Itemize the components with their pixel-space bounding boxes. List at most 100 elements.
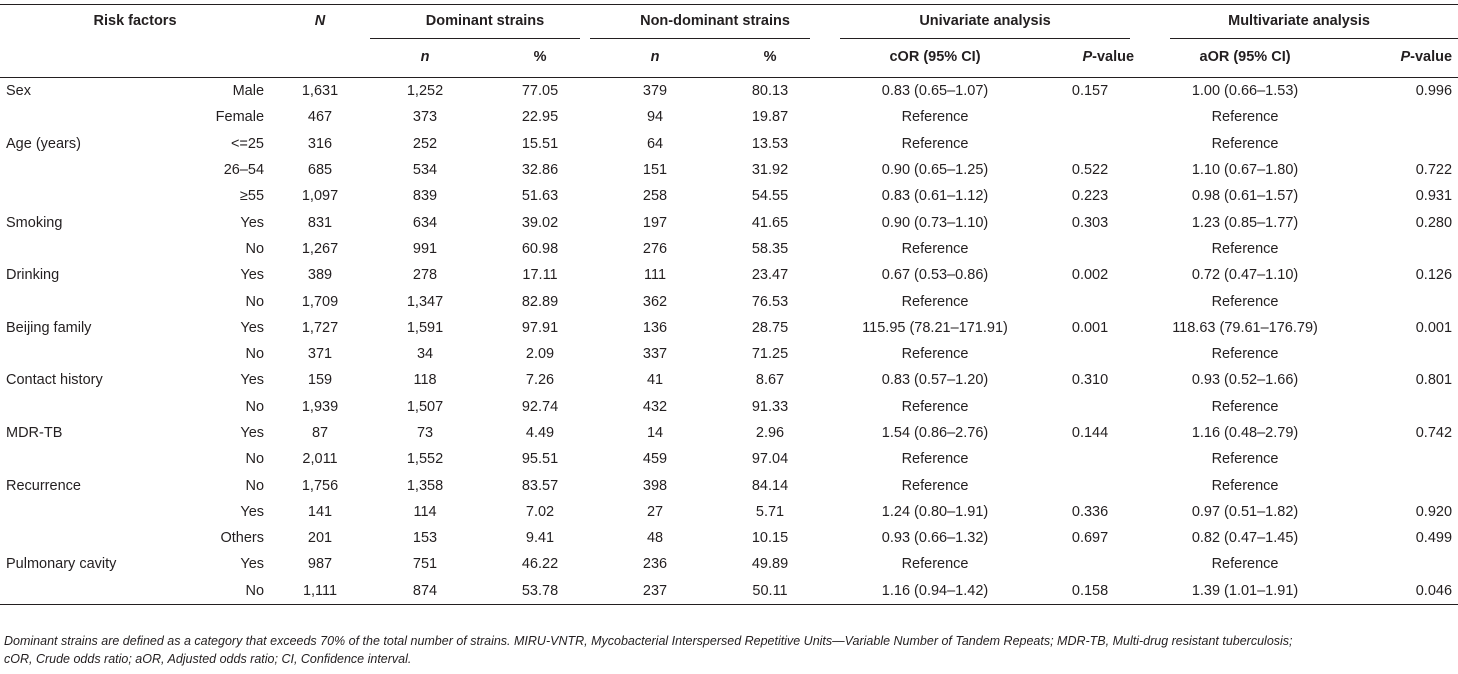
cell-level: <=25: [230, 135, 265, 152]
cell-aor-p: 0.046: [1350, 577, 1458, 605]
cell-non-n: 151: [642, 162, 668, 179]
cell-non-pct: 28.75: [751, 319, 789, 336]
cell-non-pct: 5.71: [755, 503, 785, 520]
cell-N: 316: [307, 135, 333, 152]
cell-aor: 118.63 (79.61–176.79): [1172, 319, 1318, 336]
cell-level: No: [245, 451, 265, 468]
cell-non-pct: 41.65: [751, 214, 789, 231]
cell-N: 1,631: [301, 83, 339, 100]
cell-non-pct: 13.53: [751, 135, 789, 152]
cell-N: 2,011: [302, 451, 338, 468]
cell-dom-n: 839: [412, 188, 438, 205]
header-non-dominant-n: n: [600, 37, 711, 78]
cell-non-n: 362: [642, 293, 668, 310]
univariate-group-rule: [840, 38, 1130, 39]
cell-aor: Reference: [1211, 293, 1279, 310]
cell-aor: Reference: [1211, 346, 1279, 363]
cell-aor: 0.72 (0.47–1.10): [1191, 267, 1299, 284]
cell-aor-p: [1350, 341, 1458, 367]
cell-aor: 0.93 (0.52–1.66): [1191, 372, 1299, 389]
cell-dom-pct: 77.05: [521, 83, 559, 100]
cell-aor-p: [1350, 288, 1458, 314]
table-row: MDR-TB Yes 87 73 4.49 14 2.96 1.54 (0.86–2.76) 0…: [0, 420, 1458, 446]
cell-aor: 1.23 (0.85–1.77): [1191, 214, 1299, 231]
cell-cor: Reference: [901, 135, 969, 152]
cell-dom-n: 534: [412, 162, 438, 179]
cell-cor: Reference: [901, 451, 969, 468]
cell-level: No: [170, 577, 271, 605]
cell-factor: [0, 394, 170, 420]
cell-aor-p: 0.742: [1415, 425, 1453, 441]
cell-cor: 1.24 (0.80–1.91): [881, 503, 989, 520]
cell-aor: 0.97 (0.51–1.82): [1191, 503, 1299, 520]
cell-non-n: 111: [643, 267, 667, 284]
cell-level: Others: [220, 530, 265, 547]
cell-dom-n: 1,507: [406, 398, 444, 415]
cell-level: Yes: [240, 267, 265, 284]
cell-non-n: 136: [642, 319, 668, 336]
cell-non-pct: 84.14: [751, 477, 789, 494]
cell-cor: Reference: [901, 398, 969, 415]
cell-N: 389: [307, 267, 333, 284]
cell-dom-pct: 51.63: [521, 188, 559, 205]
cell-factor: Age (years): [6, 135, 81, 152]
cell-N: 1,756: [301, 477, 339, 494]
cell-N: 987: [307, 556, 333, 573]
cell-N: 159: [307, 372, 333, 389]
cell-cor: 0.83 (0.65–1.07): [881, 83, 989, 100]
cell-non-pct: 91.33: [751, 398, 789, 415]
cell-factor: [0, 157, 170, 183]
cell-level: No: [245, 293, 265, 310]
cell-non-pct: 8.67: [755, 372, 785, 389]
cell-cor: Reference: [901, 477, 969, 494]
cell-factor: Beijing family: [6, 319, 92, 336]
cell-cor: 115.95 (78.21–171.91): [862, 319, 1008, 336]
cell-non-n: 258: [642, 188, 668, 205]
cell-factor: MDR-TB: [6, 425, 63, 441]
cell-factor: [0, 183, 170, 209]
cell-dom-n: 1,347: [406, 293, 444, 310]
cell-non-n: 379: [642, 83, 668, 100]
cell-N: 1,111: [270, 577, 371, 605]
cell-factor: [0, 104, 170, 130]
table-row: No 2,011 1,552 95.51 459 97.04 Reference Refere…: [0, 446, 1458, 472]
header-multivariate-analysis: Multivariate analysis: [1140, 4, 1458, 37]
cell-non-n: 197: [642, 214, 668, 231]
table-row: No 371 34 2.09 337 71.25 Reference Reference: [0, 341, 1458, 367]
cell-N: 1,939: [301, 398, 339, 415]
cell-cor: 0.90 (0.65–1.25): [881, 162, 989, 179]
table-row: Recurrence No 1,756 1,358 83.57 398 84.14 Refer…: [0, 472, 1458, 498]
cell-cor: Reference: [901, 109, 969, 126]
cell-non-pct: 71.25: [751, 346, 789, 363]
cell-dom-pct: 9.41: [525, 530, 555, 547]
header-dominant-percent: %: [480, 37, 601, 78]
cell-aor-p: 0.722: [1415, 162, 1453, 179]
cell-dom-pct: 92.74: [521, 398, 559, 415]
cell-factor: [0, 499, 170, 525]
cell-non-n: 459: [642, 451, 668, 468]
cell-level: No: [245, 477, 265, 494]
cell-dom-pct: 15.51: [521, 135, 559, 152]
cell-dom-n: 991: [412, 240, 438, 257]
header-aor: aOR (95% CI): [1140, 37, 1351, 78]
cell-cor-p: [1040, 446, 1140, 472]
table-row: Drinking Yes 389 278 17.11 111 23.47 0.67 (0.53…: [0, 262, 1458, 288]
table-footnote: Dominant strains are defined as a catego…: [4, 632, 1454, 668]
cell-non-n: 48: [646, 530, 664, 547]
cell-level: Yes: [240, 319, 265, 336]
cell-non-pct: 50.11: [710, 577, 831, 605]
header-cor-p-value: P-value: [1040, 37, 1141, 78]
cell-dom-n: 252: [412, 135, 438, 152]
header-p-italic: P: [1082, 49, 1093, 65]
non-dominant-group-rule: [590, 38, 810, 39]
cell-dom-n: 634: [412, 214, 438, 231]
cell-dom-pct: 7.02: [525, 503, 555, 520]
cell-dom-pct: 17.11: [522, 267, 558, 284]
header-cor: cOR (95% CI): [830, 37, 1041, 78]
cell-non-n: 398: [642, 477, 668, 494]
cell-non-n: 27: [646, 503, 664, 520]
cell-cor-p: 0.303: [1071, 214, 1109, 231]
cell-non-n: 41: [646, 372, 664, 389]
header-risk-factors: Risk factors: [0, 4, 271, 37]
cell-dom-pct: 4.49: [525, 425, 555, 441]
